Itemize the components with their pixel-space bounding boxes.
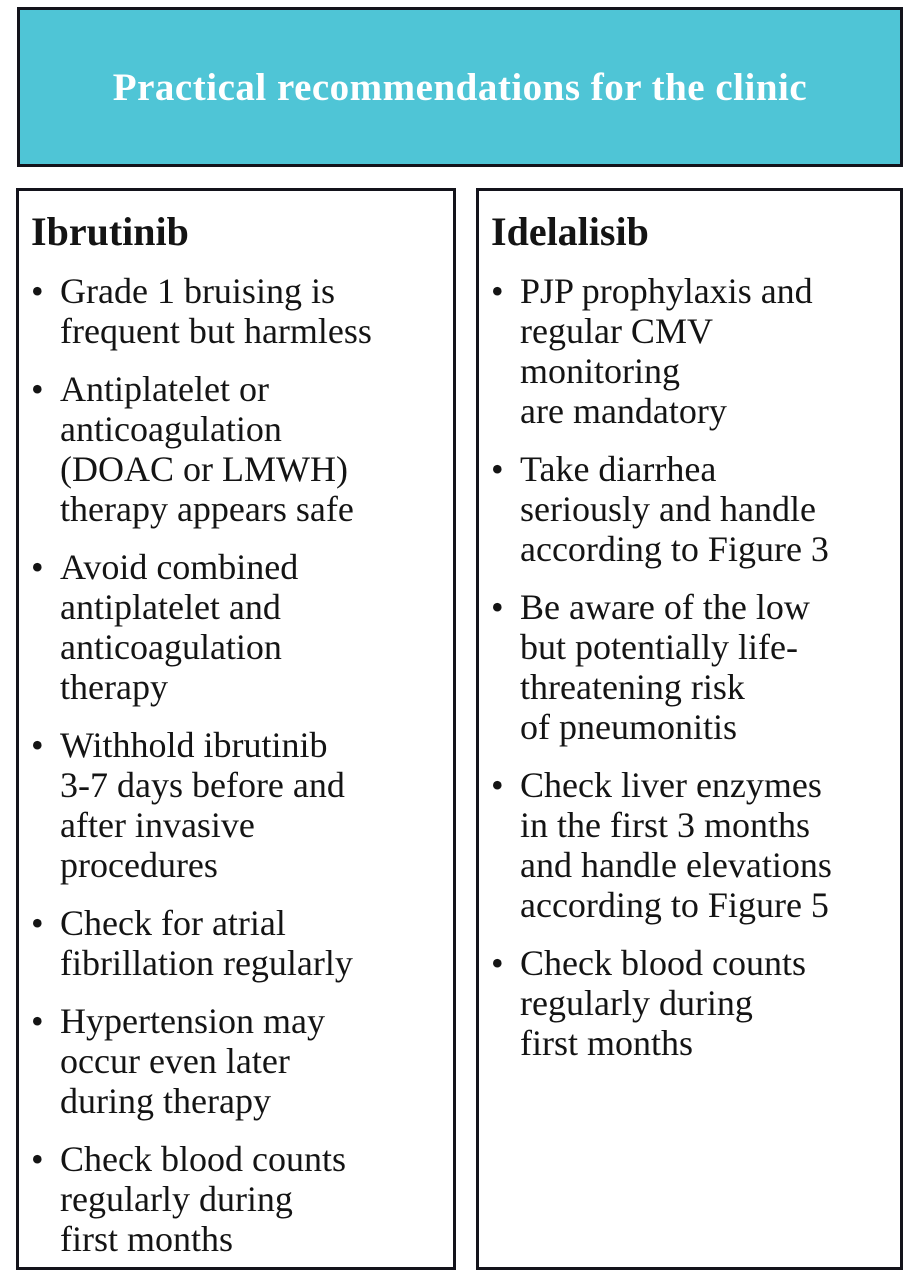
bullet-glyph: • <box>31 725 44 765</box>
bullet-item: • Antiplatelet or anticoagulation (DOAC o… <box>31 369 443 529</box>
ibrutinib-bullet-list: • Grade 1 bruising is frequent but harmle… <box>31 271 443 1259</box>
bullet-glyph: • <box>491 765 504 805</box>
bullet-glyph: • <box>31 271 44 311</box>
bullet-text: Hypertension may occur even later during… <box>60 1001 325 1121</box>
bullet-glyph: • <box>491 943 504 983</box>
bullet-item: • Avoid combined antiplatelet and anticoa… <box>31 547 443 707</box>
bullet-glyph: • <box>31 369 44 409</box>
idelalisib-bullet-list: • PJP prophylaxis and regular CMV monitor… <box>491 271 890 1063</box>
bullet-item: • Hypertension may occur even later durin… <box>31 1001 443 1121</box>
bullet-text: Grade 1 bruising is frequent but harmles… <box>60 271 372 351</box>
bullet-glyph: • <box>31 1001 44 1041</box>
idelalisib-heading: Idelalisib <box>491 209 649 254</box>
bullet-text: Check blood counts regularly during firs… <box>60 1139 346 1259</box>
recommendation-columns: Ibrutinib • Grade 1 bruising is frequent … <box>16 188 903 1270</box>
bullet-text: Antiplatelet or anticoagulation (DOAC or… <box>60 369 354 529</box>
bullet-item: • Be aware of the low but potentially lif… <box>491 587 890 747</box>
figure-title: Practical recommendations for the clinic <box>112 65 808 109</box>
bullet-item: • Check liver enzymes in the first 3 mont… <box>491 765 890 925</box>
bullet-item: • Take diarrhea seriously and handle acco… <box>491 449 890 569</box>
bullet-text: Take diarrhea seriously and handle accor… <box>520 449 829 569</box>
bullet-item: • Check blood counts regularly during fir… <box>31 1139 443 1259</box>
bullet-text: Check blood counts regularly during firs… <box>520 943 806 1063</box>
bullet-text: Check liver enzymes in the first 3 month… <box>520 765 832 925</box>
bullet-glyph: • <box>491 587 504 627</box>
ibrutinib-panel: Ibrutinib • Grade 1 bruising is frequent … <box>16 188 456 1270</box>
bullet-text: Withhold ibrutinib 3-7 days before and a… <box>60 725 345 885</box>
bullet-item: • Grade 1 bruising is frequent but harmle… <box>31 271 443 351</box>
bullet-item: • Withhold ibrutinib 3-7 days before and … <box>31 725 443 885</box>
ibrutinib-heading: Ibrutinib <box>31 209 189 254</box>
bullet-glyph: • <box>31 903 44 943</box>
bullet-text: Avoid combined antiplatelet and anticoag… <box>60 547 299 707</box>
bullet-text: Check for atrial fibrillation regularly <box>60 903 353 983</box>
bullet-glyph: • <box>491 271 504 311</box>
bullet-glyph: • <box>31 547 44 587</box>
bullet-glyph: • <box>491 449 504 489</box>
idelalisib-panel: Idelalisib • PJP prophylaxis and regular … <box>476 188 903 1270</box>
title-banner: Practical recommendations for the clinic <box>17 7 903 167</box>
bullet-item: • PJP prophylaxis and regular CMV monitor… <box>491 271 890 431</box>
bullet-item: • Check blood counts regularly during fir… <box>491 943 890 1063</box>
bullet-item: • Check for atrial fibrillation regularly <box>31 903 443 983</box>
bullet-text: Be aware of the low but potentially life… <box>520 587 810 747</box>
bullet-glyph: • <box>31 1139 44 1179</box>
bullet-text: PJP prophylaxis and regular CMV monitori… <box>520 271 813 431</box>
